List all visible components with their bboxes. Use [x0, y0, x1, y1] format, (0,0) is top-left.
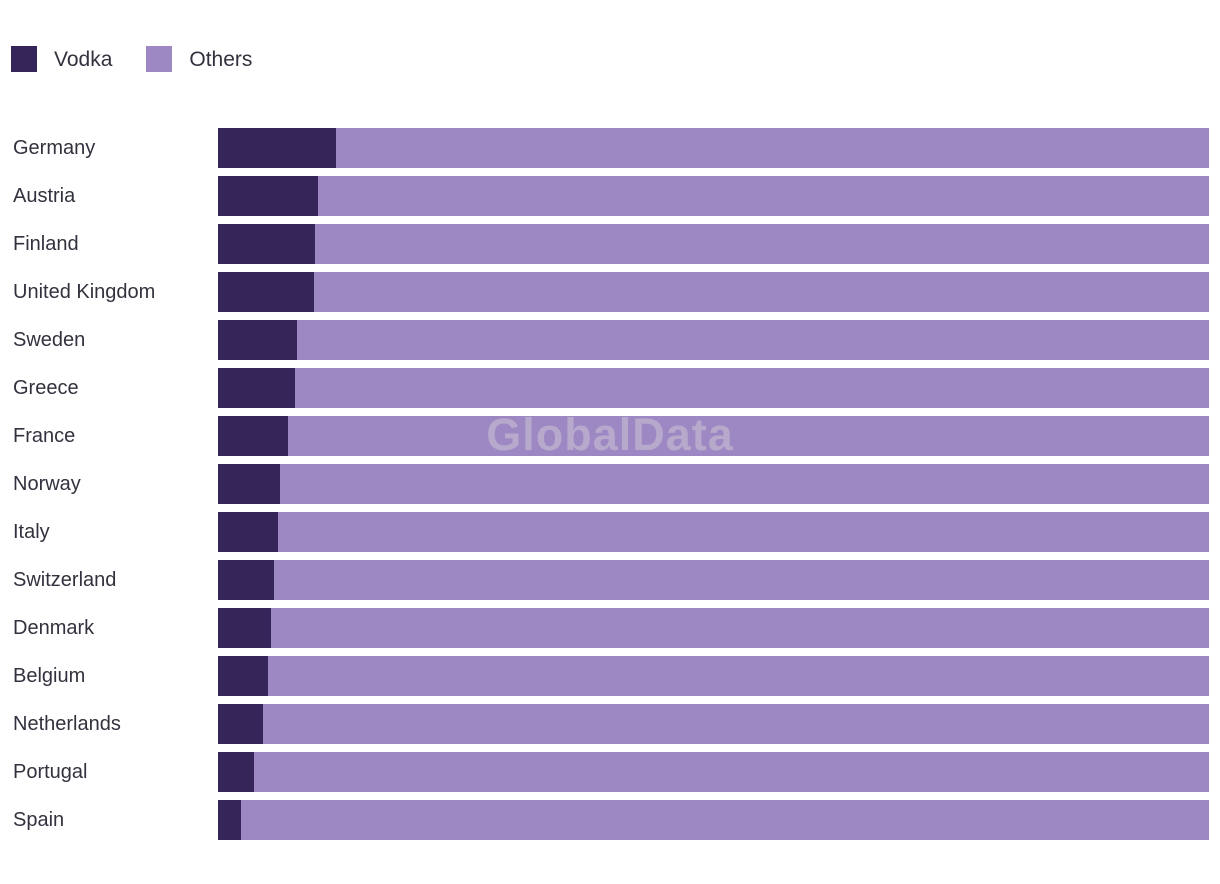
bar-row: Denmark: [0, 608, 1220, 648]
legend-item-vodka[interactable]: Vodka: [11, 46, 112, 72]
bar-row: Portugal: [0, 752, 1220, 792]
vodka-bar-segment: [218, 560, 275, 600]
stacked-bar: [218, 608, 1209, 648]
vodka-bar-segment: [218, 752, 254, 792]
bar-row: Germany: [0, 128, 1220, 168]
category-label: Spain: [13, 808, 65, 831]
bar-chart-plot-area: Germany Austria Finland United Kingdom S…: [0, 128, 1220, 848]
vodka-bar-segment: [218, 704, 263, 744]
stacked-bar: [218, 176, 1209, 216]
others-bar-segment: [262, 704, 1209, 744]
category-label: Netherlands: [13, 712, 121, 735]
bar-row: France: [0, 416, 1220, 456]
others-bar-segment: [270, 608, 1209, 648]
stacked-bar: [218, 512, 1209, 552]
stacked-bar: [218, 128, 1209, 168]
others-bar-segment: [288, 416, 1209, 456]
vodka-bar-segment: [218, 656, 268, 696]
chart-legend: Vodka Others: [11, 46, 252, 72]
stacked-bar: [218, 416, 1209, 456]
stacked-bar: [218, 560, 1209, 600]
bar-row: Italy: [0, 512, 1220, 552]
vodka-bar-segment: [218, 368, 296, 408]
legend-label-others: Others: [189, 47, 253, 71]
category-label: Italy: [13, 520, 50, 543]
vodka-bar-segment: [218, 272, 315, 312]
others-bar-segment: [297, 320, 1209, 360]
others-bar-segment: [315, 224, 1209, 264]
category-label: Denmark: [13, 616, 95, 639]
category-label: Finland: [13, 232, 79, 255]
bar-row: Finland: [0, 224, 1220, 264]
category-label: Belgium: [13, 664, 86, 687]
others-bar-segment: [240, 800, 1209, 840]
vodka-bar-segment: [218, 416, 289, 456]
category-label: Austria: [13, 184, 76, 207]
category-label: Switzerland: [13, 568, 117, 591]
vodka-bar-segment: [218, 320, 298, 360]
others-bar-segment: [267, 656, 1209, 696]
category-label: Germany: [13, 136, 96, 159]
bar-row: Spain: [0, 800, 1220, 840]
vodka-bar-segment: [218, 800, 241, 840]
stacked-bar: [218, 800, 1209, 840]
vodka-color-swatch-icon: [11, 46, 37, 72]
legend-label-vodka: Vodka: [54, 47, 113, 71]
bar-row: Belgium: [0, 656, 1220, 696]
stacked-bar: [218, 224, 1209, 264]
stacked-bar: [218, 464, 1209, 504]
stacked-bar: [218, 656, 1209, 696]
bar-row: Norway: [0, 464, 1220, 504]
vodka-bar-segment: [218, 128, 336, 168]
stacked-bar: [218, 320, 1209, 360]
bar-row: Austria: [0, 176, 1220, 216]
bar-row: Netherlands: [0, 704, 1220, 744]
vodka-bar-segment: [218, 512, 279, 552]
category-label: France: [13, 424, 76, 447]
stacked-bar: [218, 704, 1209, 744]
others-bar-segment: [318, 176, 1209, 216]
others-bar-segment: [335, 128, 1209, 168]
others-bar-segment: [278, 512, 1209, 552]
others-bar-segment: [280, 464, 1209, 504]
bar-row: United Kingdom: [0, 272, 1220, 312]
vodka-bar-segment: [218, 176, 319, 216]
vodka-bar-segment: [218, 224, 316, 264]
category-label: United Kingdom: [13, 280, 156, 303]
stacked-bar: [218, 368, 1209, 408]
others-bar-segment: [295, 368, 1209, 408]
category-label: Sweden: [13, 328, 86, 351]
bar-row: Sweden: [0, 320, 1220, 360]
bar-row: Switzerland: [0, 560, 1220, 600]
others-color-swatch-icon: [146, 46, 173, 72]
category-label: Norway: [13, 472, 81, 495]
others-bar-segment: [274, 560, 1209, 600]
others-bar-segment: [253, 752, 1209, 792]
legend-item-others[interactable]: Others: [146, 46, 252, 72]
category-label: Portugal: [13, 760, 88, 783]
stacked-bar: [218, 272, 1209, 312]
vodka-bar-segment: [218, 464, 281, 504]
vodka-bar-segment: [218, 608, 271, 648]
stacked-bar: [218, 752, 1209, 792]
category-label: Greece: [13, 376, 79, 399]
bar-row: Greece: [0, 368, 1220, 408]
others-bar-segment: [314, 272, 1209, 312]
